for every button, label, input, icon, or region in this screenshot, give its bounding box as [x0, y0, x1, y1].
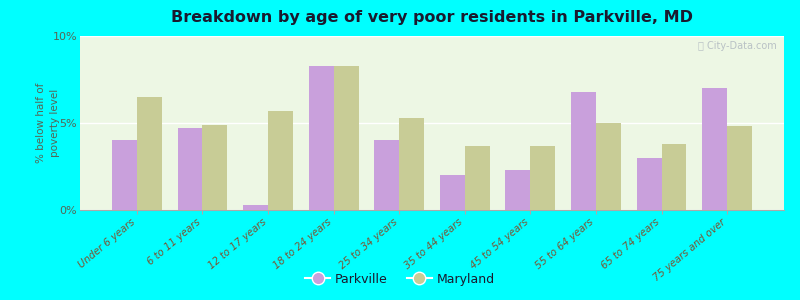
- Bar: [268, 111, 293, 210]
- Bar: [399, 118, 424, 210]
- Bar: [243, 205, 268, 210]
- Bar: [374, 140, 399, 210]
- Bar: [727, 127, 752, 210]
- Bar: [112, 140, 137, 210]
- Y-axis label: % below half of
poverty level: % below half of poverty level: [37, 83, 61, 163]
- Bar: [309, 66, 334, 210]
- Bar: [137, 97, 162, 210]
- Title: Breakdown by age of very poor residents in Parkville, MD: Breakdown by age of very poor residents …: [171, 10, 693, 25]
- Bar: [506, 170, 530, 210]
- Bar: [202, 125, 227, 210]
- Bar: [571, 92, 596, 210]
- Bar: [637, 158, 662, 210]
- Bar: [530, 146, 555, 210]
- Bar: [334, 66, 358, 210]
- Bar: [596, 123, 621, 210]
- Bar: [178, 128, 202, 210]
- Bar: [702, 88, 727, 210]
- Bar: [662, 144, 686, 210]
- Text: ⓘ City-Data.com: ⓘ City-Data.com: [698, 41, 777, 51]
- Legend: Parkville, Maryland: Parkville, Maryland: [300, 268, 500, 291]
- Bar: [440, 175, 465, 210]
- Bar: [465, 146, 490, 210]
